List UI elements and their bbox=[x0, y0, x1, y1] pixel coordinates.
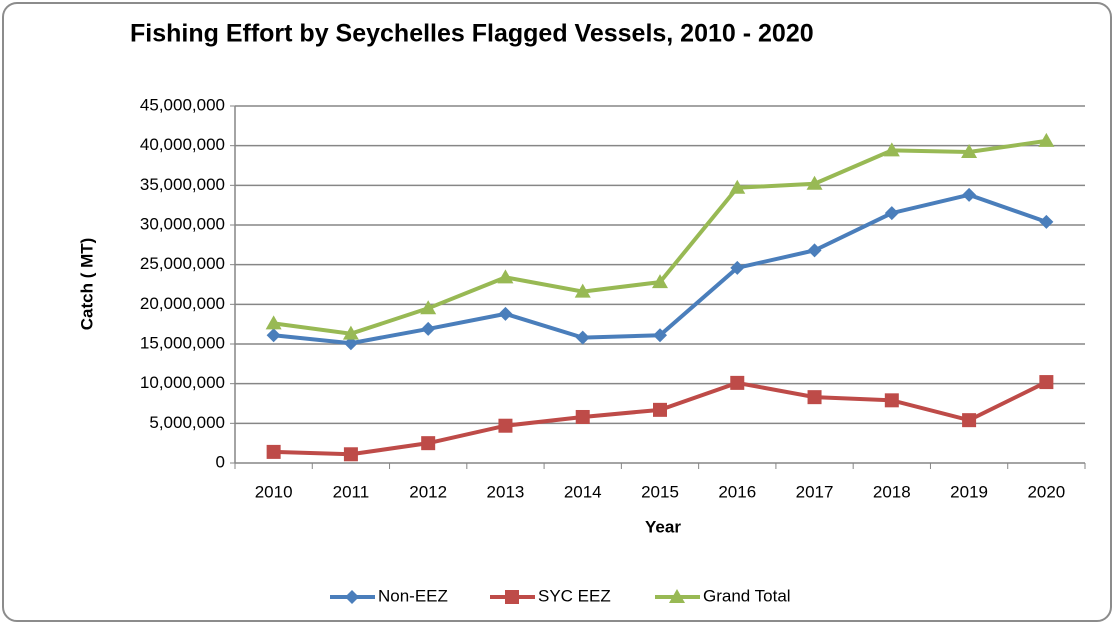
x-tick-label: 2017 bbox=[796, 482, 834, 501]
data-point bbox=[575, 330, 590, 345]
legend-label: Non-EEZ bbox=[378, 586, 448, 605]
legend-marker bbox=[345, 590, 359, 604]
data-point bbox=[653, 402, 667, 417]
data-point bbox=[497, 269, 514, 284]
x-tick-label: 2014 bbox=[564, 482, 602, 501]
data-point bbox=[729, 179, 746, 194]
data-point bbox=[498, 306, 513, 321]
data-point bbox=[498, 418, 513, 433]
y-tick-label: 10,000,000 bbox=[140, 373, 225, 392]
data-point bbox=[1038, 132, 1055, 147]
data-point bbox=[962, 413, 977, 428]
x-tick-label: 2012 bbox=[409, 482, 447, 501]
data-point bbox=[266, 444, 281, 459]
x-axis-label: Year bbox=[645, 517, 681, 536]
data-point bbox=[265, 315, 282, 330]
data-point bbox=[342, 325, 359, 340]
data-point bbox=[807, 390, 822, 405]
x-tick-label: 2011 bbox=[333, 482, 370, 501]
y-tick-label: 5,000,000 bbox=[149, 413, 225, 432]
data-point bbox=[806, 175, 823, 190]
data-point bbox=[343, 447, 358, 462]
x-tick-label: 2019 bbox=[950, 482, 988, 501]
y-tick-label: 35,000,000 bbox=[140, 175, 225, 194]
x-tick-label: 2010 bbox=[255, 482, 293, 501]
legend-label: SYC EEZ bbox=[538, 586, 611, 605]
y-tick-label: 15,000,000 bbox=[140, 333, 225, 352]
data-point bbox=[421, 436, 436, 451]
legend-label: Grand Total bbox=[703, 586, 791, 605]
data-point bbox=[1039, 375, 1054, 390]
data-point bbox=[266, 328, 281, 343]
y-tick-label: 30,000,000 bbox=[140, 214, 225, 233]
data-point bbox=[884, 393, 899, 408]
x-tick-label: 2016 bbox=[718, 482, 756, 501]
chart-title: Fishing Effort by Seychelles Flagged Ves… bbox=[130, 20, 814, 48]
data-point bbox=[420, 300, 437, 315]
legend-marker bbox=[505, 590, 519, 604]
data-point bbox=[730, 375, 745, 390]
data-point bbox=[884, 206, 899, 221]
y-tick-label: 45,000,000 bbox=[140, 95, 225, 114]
data-point bbox=[343, 336, 358, 351]
y-tick-label: 20,000,000 bbox=[140, 294, 225, 313]
data-point bbox=[575, 409, 590, 424]
x-tick-label: 2018 bbox=[873, 482, 911, 501]
data-point bbox=[883, 142, 900, 157]
y-axis-label: Catch ( MT) bbox=[77, 238, 96, 331]
y-tick-label: 40,000,000 bbox=[140, 135, 225, 154]
chart-frame bbox=[2, 2, 1112, 622]
data-point bbox=[1039, 214, 1054, 229]
data-point bbox=[652, 274, 668, 289]
data-point bbox=[730, 260, 745, 275]
x-tick-label: 2013 bbox=[487, 482, 525, 501]
data-point bbox=[653, 328, 667, 343]
data-point bbox=[807, 243, 822, 258]
y-tick-label: 25,000,000 bbox=[140, 254, 225, 273]
data-point bbox=[574, 283, 591, 298]
data-point bbox=[421, 321, 436, 336]
legend-marker bbox=[669, 589, 685, 603]
data-point bbox=[961, 144, 978, 159]
y-tick-label: 0 bbox=[216, 452, 225, 471]
x-tick-label: 2015 bbox=[641, 482, 679, 501]
x-tick-label: 2020 bbox=[1027, 482, 1065, 501]
data-point bbox=[962, 187, 977, 202]
